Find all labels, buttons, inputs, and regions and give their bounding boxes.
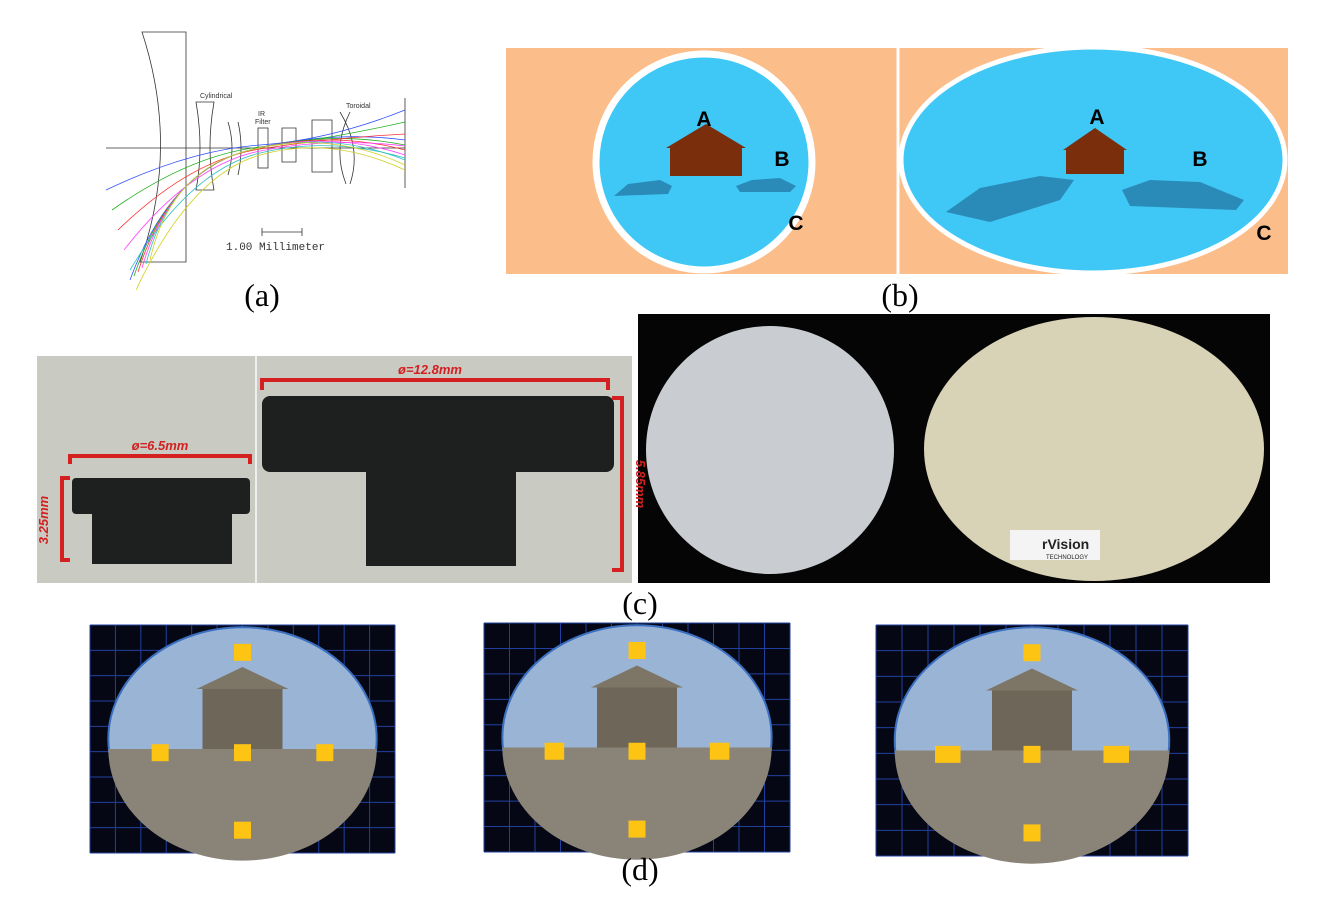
ground (502, 747, 772, 860)
building (597, 687, 677, 748)
house (666, 124, 1127, 176)
dimension-label: ø=6.5mm (132, 438, 189, 453)
dimension-line (60, 378, 624, 572)
marker (1103, 745, 1129, 763)
lens-element (139, 31, 187, 263)
caption: (a) (244, 277, 280, 313)
sign (1010, 530, 1100, 560)
panel-a (105, 31, 406, 291)
dimension-label: ø=12.8mm (398, 362, 462, 377)
ray (111, 121, 406, 211)
lens-small (72, 478, 250, 564)
marker (234, 744, 251, 762)
marker (1023, 745, 1041, 763)
marker (1023, 644, 1041, 662)
ray (149, 142, 406, 261)
marker (935, 745, 961, 763)
lens-large (262, 396, 614, 566)
marker (234, 821, 251, 839)
label: Filter (255, 119, 271, 126)
building-roof (196, 667, 289, 689)
label: A (696, 108, 711, 131)
sign-text: TECHNOLOGY (1046, 555, 1088, 561)
panel-d (89, 622, 1189, 864)
marker (628, 641, 646, 659)
dimension-label: 5.85mm (633, 460, 648, 509)
marker (1023, 824, 1041, 842)
scale-label: 1.00 Millimeter (226, 242, 325, 254)
ray (129, 145, 406, 271)
ray (105, 109, 406, 191)
fisheye-photo (924, 317, 1264, 581)
marker (151, 744, 169, 762)
caption: (d) (621, 851, 658, 887)
dimension-label: 3.25mm (36, 495, 51, 544)
label: C (788, 212, 803, 235)
sign-text: rVision (1042, 536, 1089, 552)
panel-c (37, 314, 1270, 583)
building-roof (986, 668, 1078, 691)
label: Cylindrical (200, 93, 233, 100)
marker (628, 742, 646, 760)
caption: (b) (881, 277, 918, 313)
label: B (774, 148, 789, 171)
building (202, 689, 283, 749)
label: C (1256, 222, 1271, 245)
lens-element (281, 119, 333, 173)
marker (628, 820, 646, 838)
ray (117, 133, 406, 231)
label: IR (258, 111, 265, 118)
building (992, 690, 1072, 751)
ground (894, 750, 1170, 864)
car (614, 176, 1244, 222)
marker (709, 742, 730, 760)
label: B (1192, 148, 1207, 171)
marker (544, 742, 565, 760)
building-roof (591, 665, 683, 688)
fisheye-image (483, 622, 791, 860)
lens-element (195, 101, 215, 191)
fisheye-image (89, 624, 396, 861)
label: Toroidal (346, 103, 371, 110)
caption: (c) (622, 585, 658, 621)
marker (316, 744, 334, 762)
panel-b (506, 44, 1288, 276)
ray (123, 142, 406, 251)
fisheye-image (875, 624, 1189, 864)
fisheye-photo (646, 326, 894, 574)
label: A (1089, 106, 1104, 129)
ground (108, 749, 377, 861)
marker (234, 643, 251, 661)
ray (135, 147, 406, 291)
